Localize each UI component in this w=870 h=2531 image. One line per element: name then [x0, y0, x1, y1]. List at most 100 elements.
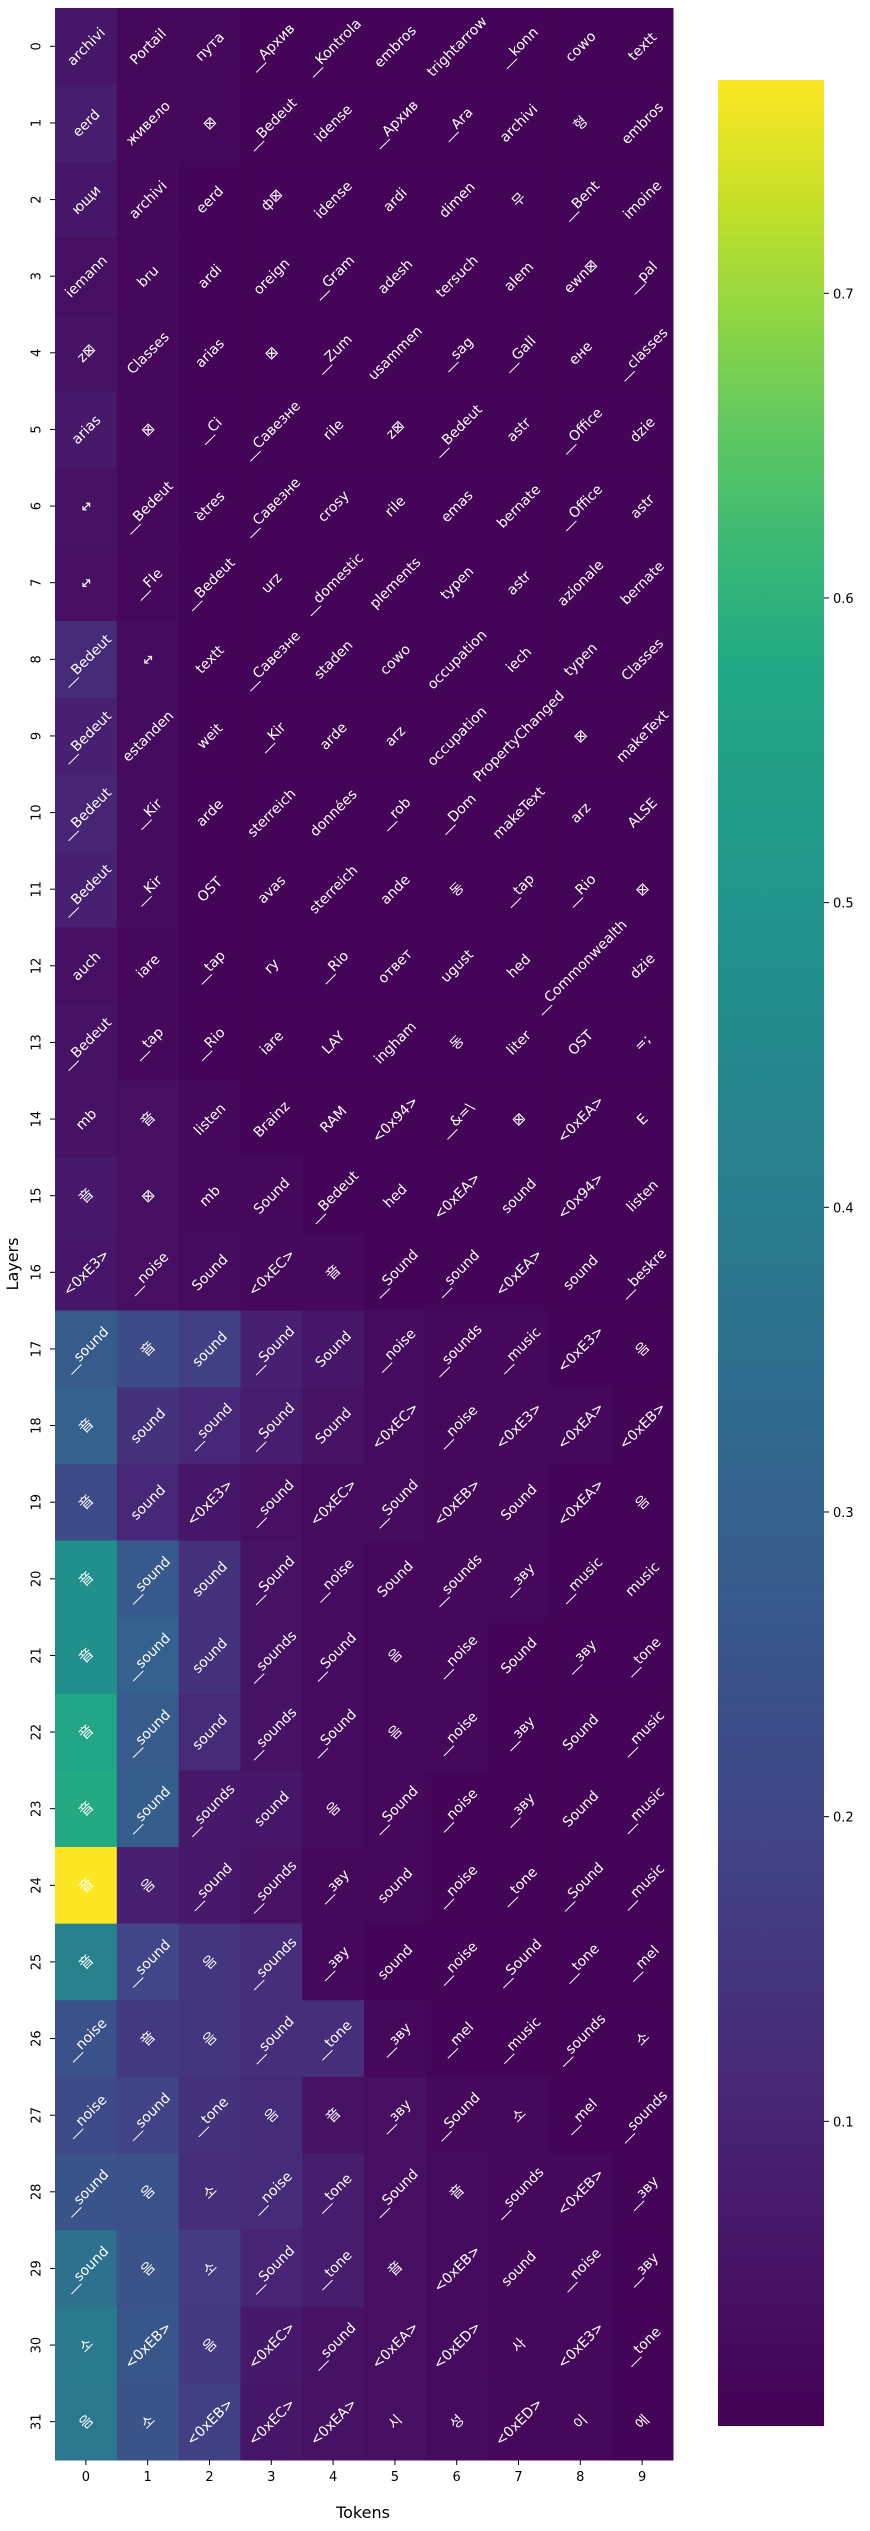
heatmap-cell [611, 1004, 674, 1082]
heatmap-cell [549, 2000, 612, 2078]
heatmap-cell [611, 1157, 674, 1235]
heatmap-cell [302, 1463, 365, 1541]
heatmap-cell [55, 774, 118, 852]
x-axis-title: Tokens [335, 2503, 390, 2522]
heatmap-cell [425, 2230, 489, 2308]
x-tick-label: 8 [576, 2470, 584, 2485]
heatmap-cell [364, 84, 427, 162]
heatmap-cell [611, 2153, 674, 2231]
y-tick-label: 16 [30, 1264, 45, 1281]
heatmap-cell [116, 544, 180, 622]
heatmap-cell [425, 1387, 489, 1465]
heatmap-cell [178, 1540, 241, 1618]
heatmap-cell [364, 1847, 427, 1925]
heatmap-cell [240, 1080, 303, 1158]
heatmap-cell [240, 2153, 303, 2231]
y-tick-label: 20 [30, 1571, 45, 1588]
heatmap-cell [425, 544, 489, 622]
heatmap-cell [302, 2383, 365, 2461]
heatmap-cell [178, 314, 241, 392]
heatmap-cell [55, 2153, 118, 2231]
heatmap-cell [549, 1463, 612, 1541]
colorbar-tick-label: 0.6 [833, 592, 854, 607]
heatmap-cell [302, 1847, 365, 1925]
heatmap-cell [549, 544, 612, 622]
heatmap-cell [302, 544, 365, 622]
heatmap-cell [240, 621, 303, 699]
heatmap-cell [549, 2383, 612, 2461]
y-tick-label: 9 [30, 732, 45, 740]
heatmap-cell [425, 1923, 489, 2001]
heatmap-cell [549, 1080, 612, 1158]
heatmap-cell [302, 161, 365, 239]
heatmap-cell [549, 1387, 612, 1465]
heatmap-cell [55, 927, 118, 1005]
heatmap-cell [55, 1693, 118, 1771]
heatmap-cell [116, 927, 180, 1005]
heatmap-cell [116, 1540, 180, 1618]
heatmap-cell [302, 1540, 365, 1618]
y-tick-label: 30 [30, 2337, 45, 2354]
heatmap-cell [302, 467, 365, 545]
heatmap-cell [116, 1463, 180, 1541]
heatmap-cell [549, 1540, 612, 1618]
heatmap-cell [425, 1463, 489, 1541]
heatmap-cell [55, 1004, 118, 1082]
heatmap-cell [487, 2000, 550, 2078]
heatmap-cell [55, 1847, 118, 1925]
heatmap-cell [178, 161, 241, 239]
heatmap-cell [302, 1310, 365, 1388]
heatmap-cell [487, 1923, 550, 2001]
y-tick-label: 26 [30, 2030, 45, 2047]
heatmap-cell [487, 161, 550, 239]
heatmap-cell [364, 1080, 427, 1158]
heatmap-cell [549, 927, 612, 1005]
heatmap-cell [240, 1770, 303, 1848]
heatmap-cell [116, 467, 180, 545]
y-axis: 0123456789101112131415161718192021222324… [30, 42, 55, 2430]
y-tick-label: 8 [30, 655, 45, 663]
heatmap-cell [425, 621, 489, 699]
heatmap-cell [178, 621, 241, 699]
y-axis-title: Layers [3, 1238, 22, 1291]
heatmap-cell [302, 1617, 365, 1695]
heatmap-cell [116, 1617, 180, 1695]
heatmap-cell [611, 774, 674, 852]
heatmap-cell [178, 2383, 241, 2461]
heatmap-cell [487, 1387, 550, 1465]
heatmap-cell [611, 314, 674, 392]
heatmap-cell [240, 1157, 303, 1235]
heatmap-cell [425, 1847, 489, 1925]
heatmap-cell [611, 1693, 674, 1771]
x-tick-label: 9 [638, 2470, 646, 2485]
heatmap-cell [611, 697, 674, 775]
y-tick-label: 18 [30, 1417, 45, 1434]
heatmap-cell [425, 161, 489, 239]
x-tick-label: 3 [267, 2470, 275, 2485]
heatmap-cell [240, 850, 303, 928]
heatmap-cell [425, 2383, 489, 2461]
heatmap-cell [302, 391, 365, 469]
heatmap-cell [611, 1770, 674, 1848]
heatmap-cell [116, 161, 180, 239]
heatmap-cell [178, 1770, 241, 1848]
heatmap-cell [549, 237, 612, 315]
heatmap-cell [549, 2076, 612, 2154]
heatmap-cell [178, 2230, 241, 2308]
heatmap-cell [55, 697, 118, 775]
heatmap-cell [302, 1387, 365, 1465]
heatmap-cell [611, 850, 674, 928]
y-tick-label: 2 [30, 195, 45, 203]
heatmap-cell [364, 314, 427, 392]
heatmap-cell [178, 1463, 241, 1541]
heatmap-cell [302, 84, 365, 162]
heatmap-cell [240, 1847, 303, 1925]
heatmap-cell [178, 850, 241, 928]
heatmap-cell [487, 467, 550, 545]
heatmap-cell [178, 927, 241, 1005]
colorbar-tick-label: 0.1 [833, 2115, 854, 2130]
heatmap-cell [178, 1157, 241, 1235]
heatmap-cell [364, 850, 427, 928]
heatmap-cell [240, 2000, 303, 2078]
